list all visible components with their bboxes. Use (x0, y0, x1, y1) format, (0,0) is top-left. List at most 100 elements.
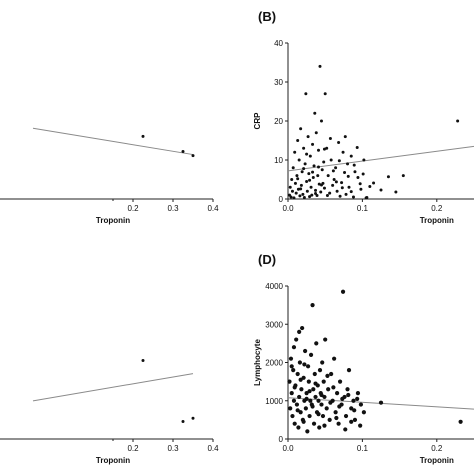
data-point (141, 134, 145, 138)
data-point (323, 92, 327, 96)
data-point (318, 64, 322, 68)
x-tick-label: 0.0 (282, 444, 294, 453)
data-point (303, 406, 308, 411)
data-point (299, 187, 303, 191)
data-point (317, 165, 321, 169)
data-point (340, 289, 346, 294)
data-point (355, 391, 361, 396)
panel-title: (B) (258, 9, 276, 24)
data-point (343, 413, 349, 419)
data-point (309, 185, 313, 189)
data-point (323, 337, 328, 342)
data-point (307, 172, 311, 176)
data-point (337, 404, 342, 409)
data-point (358, 402, 364, 407)
data-point (304, 391, 309, 396)
data-point (289, 364, 294, 369)
data-point (349, 406, 354, 411)
data-point (352, 408, 357, 413)
data-point (290, 413, 295, 419)
regression-line (287, 145, 474, 172)
data-point (368, 185, 372, 189)
y-tick-label: 4000 (265, 282, 283, 291)
data-point (328, 191, 332, 195)
data-point (313, 381, 318, 386)
data-point (302, 362, 307, 367)
data-point (331, 169, 335, 173)
data-point (355, 396, 360, 401)
data-point (372, 181, 376, 185)
data-point (293, 150, 297, 154)
data-point (316, 398, 321, 403)
data-point (308, 352, 314, 357)
data-point (346, 368, 352, 373)
data-point (308, 178, 312, 182)
data-point (298, 410, 303, 415)
data-point (313, 394, 318, 400)
data-point (337, 140, 341, 144)
data-point (304, 396, 309, 401)
data-point (340, 181, 344, 185)
data-point (319, 190, 323, 194)
x-tick-label: 0.4 (207, 204, 219, 213)
data-point (345, 387, 350, 392)
data-point (458, 419, 463, 424)
x-tick-label: 0.1 (357, 444, 369, 453)
data-point (314, 341, 319, 346)
data-point (294, 337, 299, 342)
data-point (329, 158, 333, 162)
data-point (311, 142, 315, 146)
data-point (346, 162, 350, 166)
data-point (326, 387, 331, 392)
data-point (305, 364, 311, 369)
data-point (296, 139, 300, 142)
data-point (325, 373, 330, 378)
data-point (307, 413, 312, 419)
data-point (358, 423, 363, 428)
data-point (334, 180, 338, 184)
x-tick-label: 0.2 (127, 444, 139, 453)
data-point (292, 385, 297, 390)
data-point (297, 329, 302, 334)
data-point (335, 391, 340, 396)
x-axis-label: Troponin (96, 216, 130, 225)
data-point (316, 412, 321, 417)
data-point (322, 186, 326, 190)
y-tick-label: 20 (274, 117, 283, 126)
data-point (302, 167, 306, 171)
data-point (351, 195, 355, 199)
data-point (299, 387, 304, 392)
data-point (299, 183, 303, 187)
data-point (296, 187, 300, 191)
data-point (301, 419, 306, 424)
data-point (291, 345, 297, 350)
x-tick-label: 0.0 (282, 204, 294, 213)
data-point (334, 415, 339, 421)
data-point (378, 400, 384, 405)
data-point (295, 371, 300, 377)
data-point (297, 158, 301, 162)
regression-line (32, 127, 194, 156)
data-point (319, 392, 324, 398)
y-tick-label: 3000 (265, 320, 283, 329)
data-point (288, 406, 293, 411)
regression-line (32, 373, 194, 402)
y-axis-label: Lymphocyte (253, 339, 262, 386)
y-tick-label: 1000 (265, 397, 283, 406)
data-point (346, 174, 350, 178)
data-point (340, 396, 345, 401)
data-point (288, 356, 294, 361)
data-point (353, 170, 357, 174)
x-axis-label: Troponin (420, 456, 454, 465)
data-point (356, 176, 360, 180)
data-point (299, 127, 303, 131)
data-point (328, 400, 333, 405)
data-point (317, 425, 322, 430)
x-tick-label: 0.3 (167, 204, 179, 213)
data-point (291, 166, 295, 170)
data-point (293, 181, 297, 185)
data-point (341, 150, 345, 154)
data-point (322, 160, 326, 164)
data-point (321, 379, 326, 384)
